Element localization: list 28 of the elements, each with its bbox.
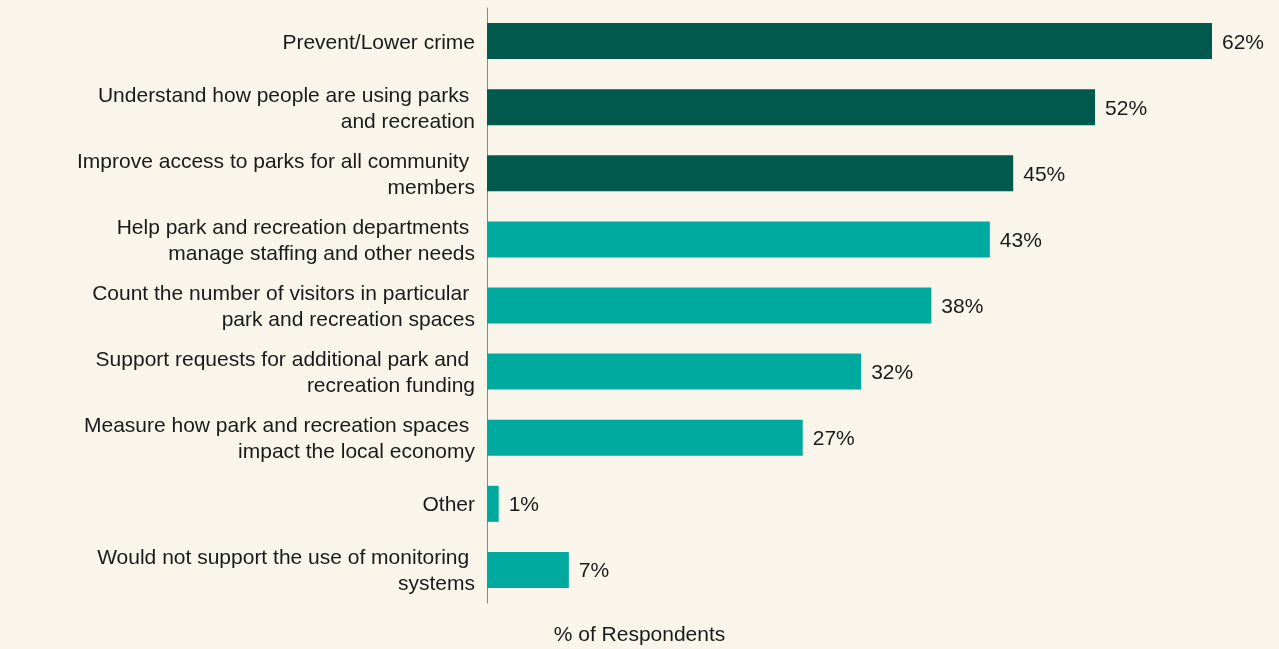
bar [487, 221, 990, 258]
y-tick-label: Understand how people are using parks and recreation [97, 82, 475, 132]
y-tick-label: Prevent/Lower crime [282, 29, 475, 53]
data-label: 52% [1105, 95, 1148, 119]
bar [487, 353, 862, 390]
y-tick-label: Would not support the use of monitoring systems [97, 545, 475, 595]
bar [487, 485, 499, 522]
bar [487, 89, 1096, 126]
bar [487, 287, 932, 324]
x-axis-title: % of Respondents [553, 622, 726, 645]
data-label: 62% [1222, 29, 1265, 53]
y-tick-label: Improve access to parks for all community members [77, 148, 475, 198]
y-tick-label: Support requests for additional park and recreation funding [95, 347, 475, 397]
y-tick-label: Measure how park and recreation spaces impact the local economy [83, 413, 476, 463]
data-label: 27% [812, 426, 855, 450]
bar [487, 155, 1014, 192]
data-label: 45% [1023, 161, 1066, 185]
data-label: 1% [508, 492, 540, 516]
data-label: 38% [941, 294, 984, 317]
data-label: 43% [999, 227, 1042, 251]
data-label: 32% [871, 360, 914, 384]
bar [487, 23, 1212, 60]
data-label: 7% [578, 558, 610, 582]
y-tick-label: Count the number of visitors in particular park and recreation spaces [92, 281, 475, 330]
bar [487, 551, 569, 588]
bar [487, 419, 803, 456]
y-tick-label: Other [422, 492, 475, 516]
y-tick-label: Help park and recreation departments manage staffing and other needs [116, 214, 475, 264]
